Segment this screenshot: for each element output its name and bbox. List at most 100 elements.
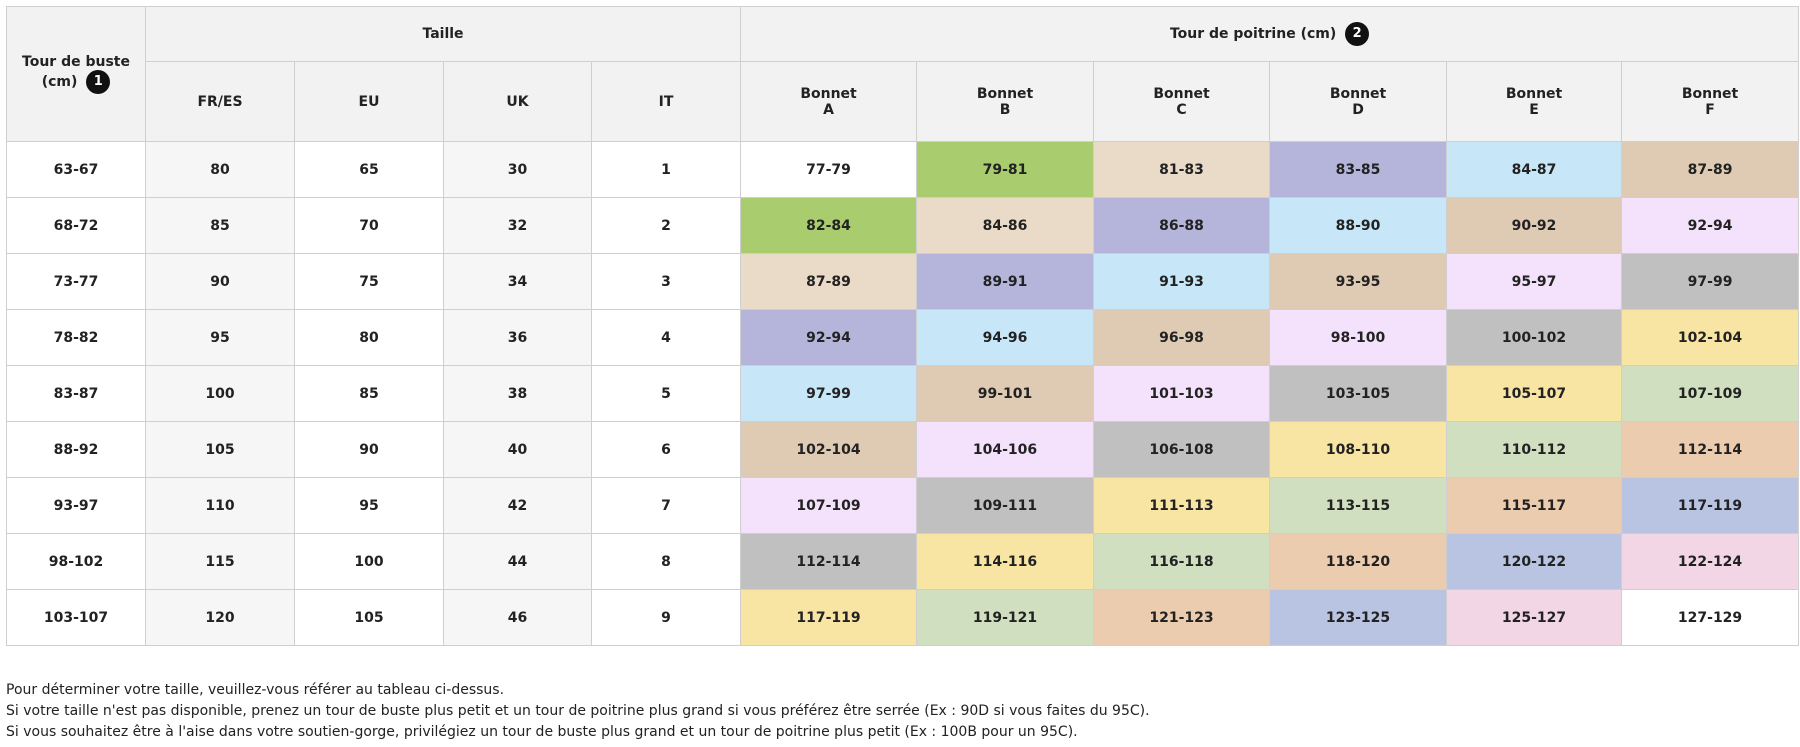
cup-cell: 116-118 xyxy=(1093,533,1271,590)
table-row: 83-87 100 85 38 5 97-99 99-101 101-103 103-105 10… xyxy=(6,365,1800,422)
cup-cell: 122-124 xyxy=(1621,533,1800,590)
cell-text: 110-112 xyxy=(1501,441,1567,458)
cup-cell: 95-97 xyxy=(1446,253,1623,310)
cell-text: 95 xyxy=(210,329,230,346)
cup-cell: 91-93 xyxy=(1093,253,1271,310)
cup-cell: 77-79 xyxy=(740,141,918,198)
cup-cell: 94-96 xyxy=(916,309,1095,366)
cell-text: 105-107 xyxy=(1501,385,1567,402)
size-cell: 105 xyxy=(145,421,295,478)
cell-text: 85 xyxy=(210,217,230,234)
cup-cell: 103-105 xyxy=(1269,365,1448,422)
size-column-header: FR/ES xyxy=(145,61,295,142)
cup-cell: 107-109 xyxy=(740,477,918,534)
size-cell: 73-77 xyxy=(6,253,146,310)
cup-cell: 107-109 xyxy=(1621,365,1800,422)
cup-cell: 115-117 xyxy=(1446,477,1623,534)
cup-cell: 97-99 xyxy=(740,365,918,422)
cup-cell: 121-123 xyxy=(1093,589,1271,646)
size-cell: 42 xyxy=(443,477,592,534)
note-line: Si votre taille n'est pas disponible, pr… xyxy=(6,703,1150,719)
cell-text: 42 xyxy=(507,497,528,514)
size-table: Tour de buste (cm) 1 Taille Tour de poit… xyxy=(6,6,1800,646)
cup-column-label: C xyxy=(1176,101,1187,118)
cell-text: 93-95 xyxy=(1335,273,1381,290)
cell-text: 101-103 xyxy=(1149,385,1214,402)
cup-column-header: Bonnet C xyxy=(1093,61,1271,142)
cell-text: 87-89 xyxy=(806,273,851,290)
cell-text: 34 xyxy=(507,273,528,290)
cup-cell: 98-100 xyxy=(1269,309,1448,366)
cell-text: 4 xyxy=(661,329,671,346)
size-cell: 63-67 xyxy=(6,141,146,198)
size-cell: 120 xyxy=(145,589,295,646)
size-table-wrap: Tour de buste (cm) 1 Taille Tour de poit… xyxy=(6,6,1800,646)
cup-column-label: A xyxy=(823,101,834,118)
size-cell: 5 xyxy=(590,365,742,422)
cell-text: 100 xyxy=(205,385,235,402)
cell-text: 82-84 xyxy=(806,217,851,234)
cup-cell: 87-89 xyxy=(1621,141,1800,198)
cell-text: 90 xyxy=(359,441,379,458)
size-cell: 95 xyxy=(145,309,295,366)
size-cell: 80 xyxy=(145,141,295,198)
cup-column-label: Bonnet xyxy=(1153,85,1210,102)
cup-cell: 101-103 xyxy=(1093,365,1271,422)
cell-text: 77-79 xyxy=(806,161,851,178)
cell-text: 9 xyxy=(661,609,671,626)
cup-cell: 81-83 xyxy=(1093,141,1271,198)
notes: Pour déterminer votre taille, veuillez-v… xyxy=(6,680,1150,743)
cell-text: 95-97 xyxy=(1511,273,1557,290)
cell-text: 8 xyxy=(661,553,671,570)
cup-cell: 113-115 xyxy=(1269,477,1448,534)
cup-cell: 123-125 xyxy=(1269,589,1448,646)
size-column-header: EU xyxy=(294,61,444,142)
size-cell: 44 xyxy=(443,533,592,590)
cell-text: 93-97 xyxy=(53,497,99,514)
cell-text: 117-119 xyxy=(1677,497,1743,514)
size-cell: 88-92 xyxy=(6,421,146,478)
cell-text: 113-115 xyxy=(1325,497,1391,514)
cup-column-header: Bonnet B xyxy=(916,61,1095,142)
bust-header-cell: Tour de buste (cm) 1 xyxy=(6,6,146,142)
cup-cell: 97-99 xyxy=(1621,253,1800,310)
size-column-label: FR/ES xyxy=(197,93,243,110)
size-cell: 2 xyxy=(590,197,742,254)
cup-cell: 88-90 xyxy=(1269,197,1448,254)
cup-column-header: Bonnet E xyxy=(1446,61,1623,142)
size-cell: 85 xyxy=(294,365,444,422)
cup-column-label: Bonnet xyxy=(1329,85,1387,102)
cell-text: 79-81 xyxy=(982,161,1028,178)
cup-cell: 93-95 xyxy=(1269,253,1448,310)
cup-column-label: F xyxy=(1705,101,1715,118)
cell-text: 75 xyxy=(359,273,379,290)
cell-text: 103-107 xyxy=(43,609,109,626)
size-cell: 98-102 xyxy=(6,533,146,590)
cell-text: 91-93 xyxy=(1159,273,1204,290)
cup-cell: 92-94 xyxy=(740,309,918,366)
cell-text: 114-116 xyxy=(972,553,1038,570)
cell-text: 7 xyxy=(661,497,671,514)
table-row: 73-77 90 75 34 3 87-89 89-91 91-93 93-95 95-97 97-… xyxy=(6,253,1800,310)
cup-cell: 82-84 xyxy=(740,197,918,254)
cup-column-label: Bonnet xyxy=(1505,85,1563,102)
cell-text: 109-111 xyxy=(972,497,1038,514)
size-cell: 68-72 xyxy=(6,197,146,254)
table-row: 68-72 85 70 32 2 82-84 84-86 86-88 88-90 90-92 92-… xyxy=(6,197,1800,254)
cell-text: 115-117 xyxy=(1501,497,1567,514)
cell-text: 32 xyxy=(507,217,528,234)
cup-cell: 90-92 xyxy=(1446,197,1623,254)
cell-text: 127-129 xyxy=(1677,609,1743,626)
size-cell: 36 xyxy=(443,309,592,366)
cup-cell: 79-81 xyxy=(916,141,1095,198)
cup-cell: 84-86 xyxy=(916,197,1095,254)
size-cell: 110 xyxy=(145,477,295,534)
size-cell: 115 xyxy=(145,533,295,590)
bust-header: Tour de buste (cm) xyxy=(22,54,130,90)
cup-cell: 117-119 xyxy=(1621,477,1800,534)
cell-text: 46 xyxy=(507,609,528,626)
cell-text: 105 xyxy=(354,609,384,626)
table-row: 78-82 95 80 36 4 92-94 94-96 96-98 98-100 100-102… xyxy=(6,309,1800,366)
size-column-header: IT xyxy=(590,61,742,142)
